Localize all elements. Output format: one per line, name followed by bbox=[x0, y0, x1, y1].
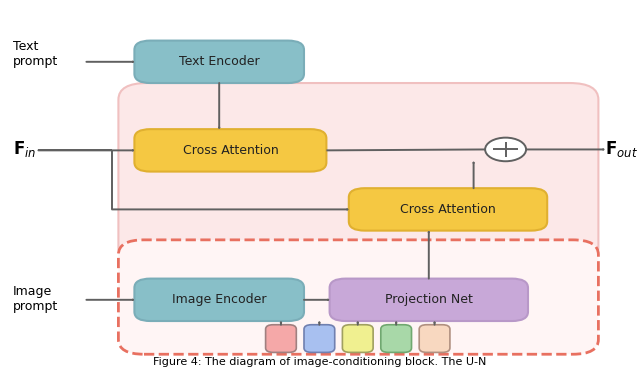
Text: Cross Attention: Cross Attention bbox=[182, 144, 278, 157]
FancyBboxPatch shape bbox=[330, 279, 528, 321]
Text: Cross Attention: Cross Attention bbox=[400, 203, 496, 216]
Text: Text
prompt: Text prompt bbox=[13, 39, 58, 68]
Circle shape bbox=[485, 138, 526, 161]
FancyBboxPatch shape bbox=[118, 240, 598, 354]
Text: $\mathbf{F}_{in}$: $\mathbf{F}_{in}$ bbox=[13, 139, 36, 159]
FancyBboxPatch shape bbox=[134, 41, 304, 83]
FancyBboxPatch shape bbox=[419, 325, 450, 352]
Text: Projection Net: Projection Net bbox=[385, 293, 473, 306]
FancyBboxPatch shape bbox=[134, 129, 326, 172]
FancyBboxPatch shape bbox=[118, 83, 598, 264]
Text: Image
prompt: Image prompt bbox=[13, 285, 58, 313]
Text: Text Encoder: Text Encoder bbox=[179, 55, 259, 68]
Text: Figure 4: The diagram of image-conditioning block. The U-N: Figure 4: The diagram of image-condition… bbox=[154, 357, 486, 367]
FancyBboxPatch shape bbox=[304, 325, 335, 352]
FancyBboxPatch shape bbox=[266, 325, 296, 352]
FancyBboxPatch shape bbox=[342, 325, 373, 352]
FancyBboxPatch shape bbox=[134, 279, 304, 321]
Text: $\mathbf{F}_{out}$: $\mathbf{F}_{out}$ bbox=[605, 139, 637, 159]
FancyBboxPatch shape bbox=[349, 188, 547, 231]
Text: Image Encoder: Image Encoder bbox=[172, 293, 266, 306]
FancyBboxPatch shape bbox=[381, 325, 412, 352]
